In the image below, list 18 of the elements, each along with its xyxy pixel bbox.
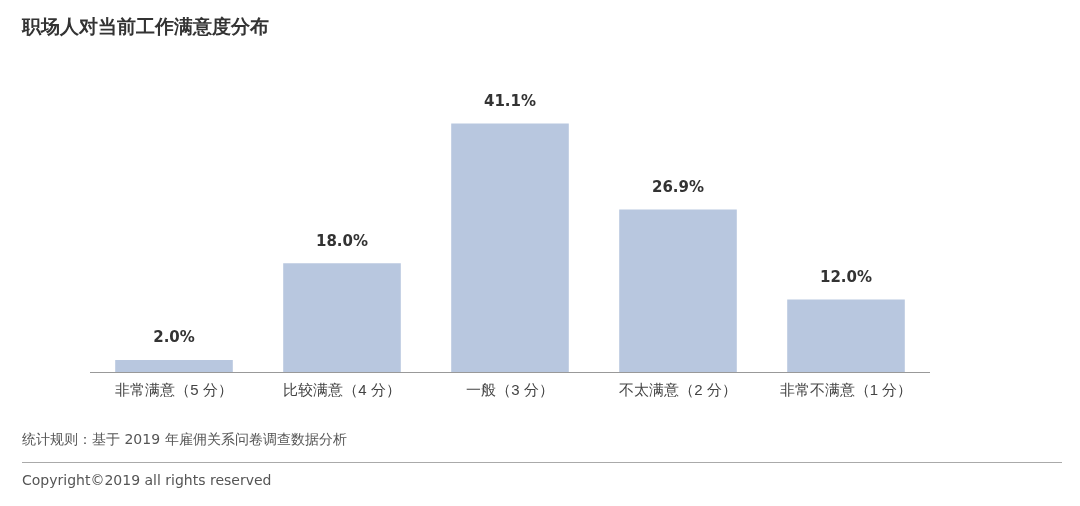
x-tick-label: 非常不满意（1 分） xyxy=(779,381,913,399)
bar xyxy=(283,263,401,372)
text: 统计规则：基于 2019 年雇佣关系问卷调查数据分析 xyxy=(22,430,348,449)
data-label: 2.0% xyxy=(153,328,195,347)
data-label: 18.0% xyxy=(315,231,369,250)
data-label: 26.9% xyxy=(651,177,705,196)
x-tick-label: 一般（3 分） xyxy=(466,381,554,399)
x-tick-label: 比较满意（4 分） xyxy=(283,381,401,399)
x-tick-label: 非常满意（5 分） xyxy=(115,381,233,399)
chart-title: 职场人对当前工作满意度分布 xyxy=(22,14,269,39)
bar xyxy=(619,209,737,372)
data-label: 12.0% xyxy=(819,267,873,286)
data-label: 41.1% xyxy=(483,91,537,110)
bar xyxy=(451,123,569,372)
text: Copyright©2019 all rights reserved xyxy=(22,462,1062,491)
x-tick-label: 不太满意（2 分） xyxy=(619,381,737,399)
bar xyxy=(787,299,905,372)
bar xyxy=(115,359,233,372)
